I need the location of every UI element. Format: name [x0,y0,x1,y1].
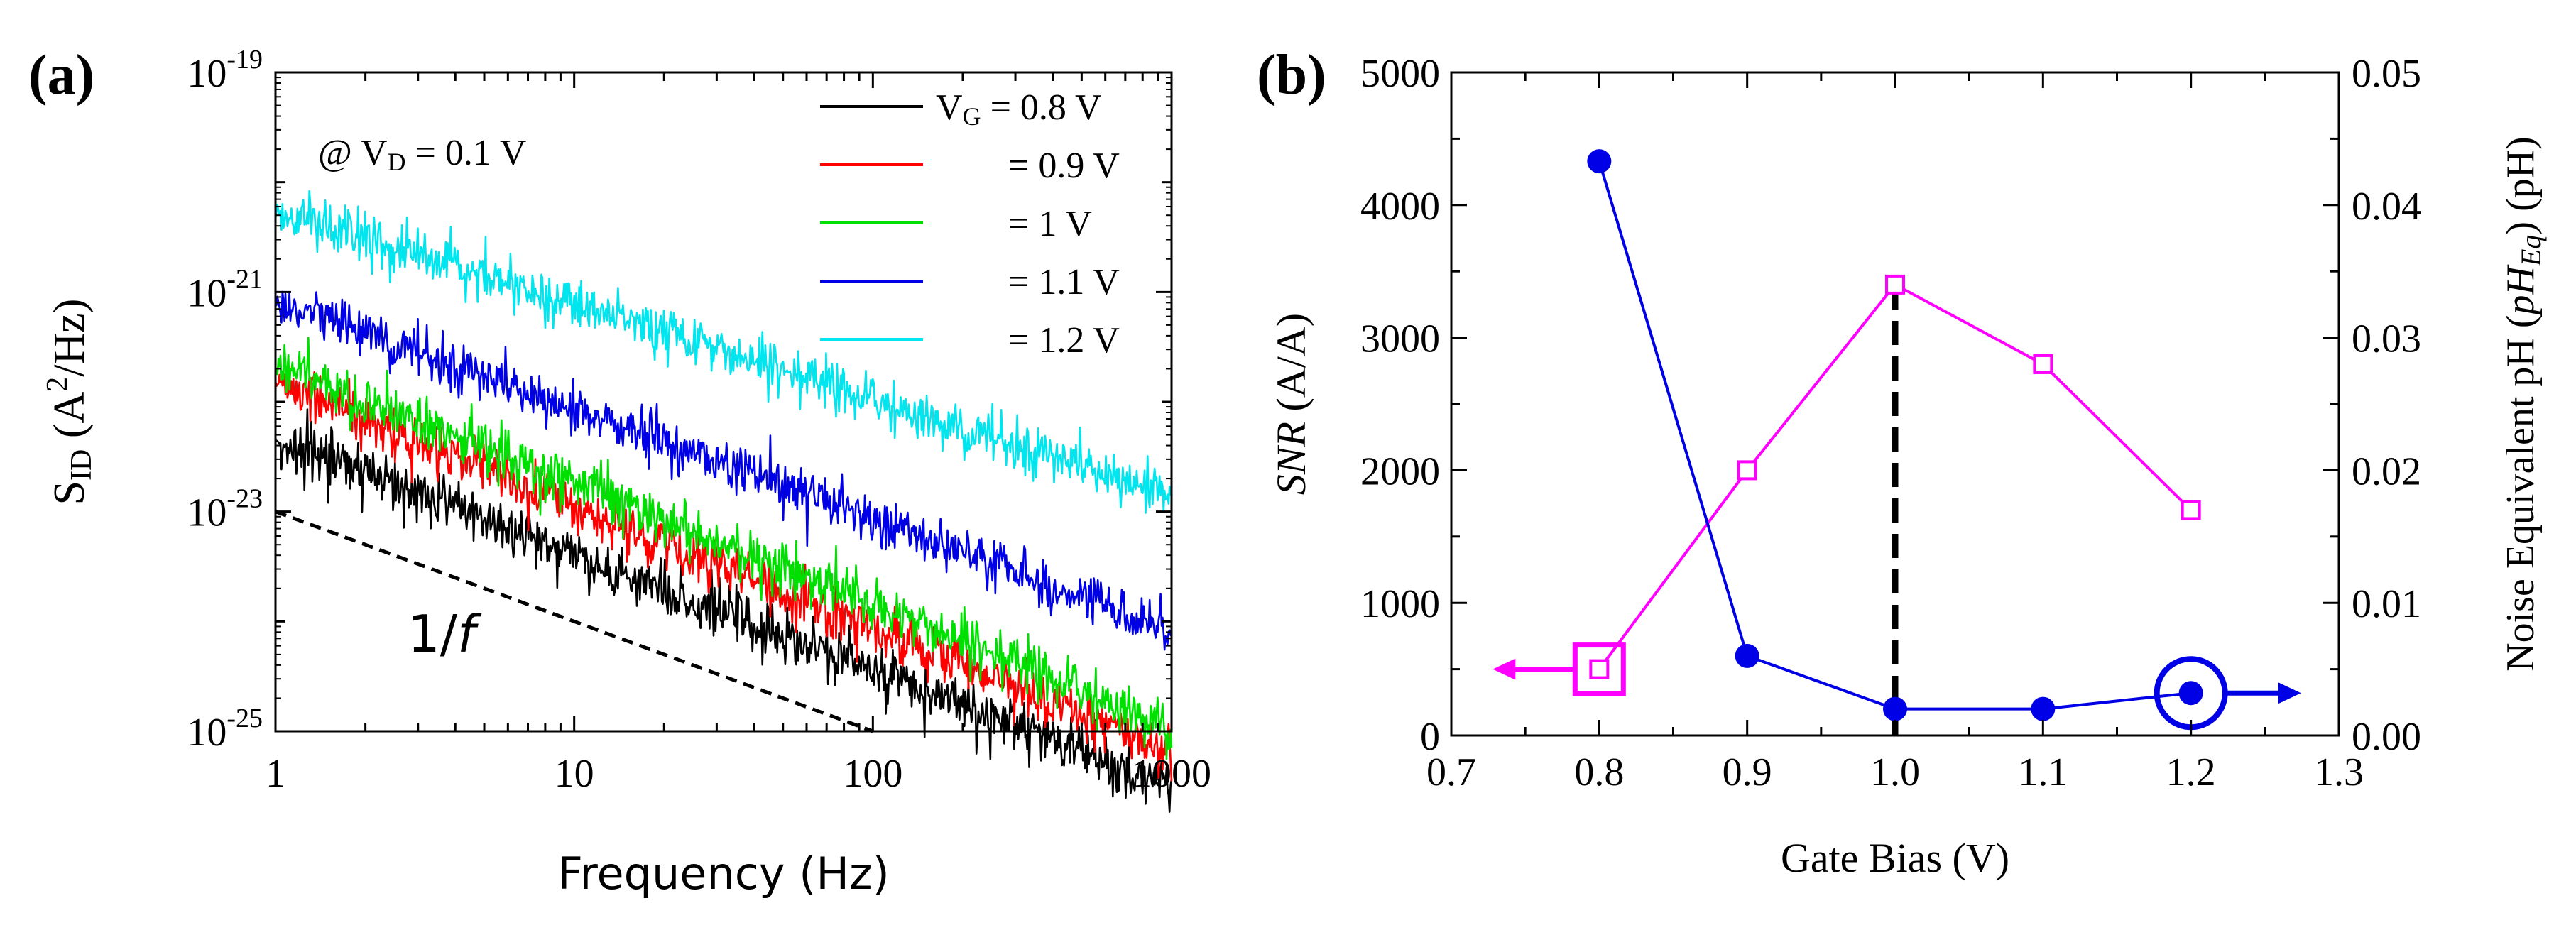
x-tick-label-1: 10 [555,752,594,796]
snr-indicator-box [1572,642,1626,696]
panel-label-a: (a) [28,44,94,106]
panel-a-axis-ticks: 1 10 100 1000 10-19 10-21 10-23 10-25 [187,45,1211,796]
x-tick-label-3: 1000 [1132,752,1211,796]
panel-b-x-axis-label: Gate Bias (V) [1781,835,2009,881]
legend-label-1v: = 1 V [1008,204,1092,244]
b-y-left-tick-label-1: 1000 [1360,582,1440,626]
b-y-right-tick-label-1: 0.01 [2352,582,2421,626]
b-x-tick-label-1: 0.8 [1574,750,1624,794]
panel-a-y-axis-label: SID (A2/Hz) [41,299,98,505]
snr-point-2 [1885,274,1905,295]
one-over-f-dashed-line [275,510,874,733]
y-tick-label-2: 10-23 [187,484,263,535]
noise-curve-0 [275,408,1173,813]
b-y-right-tick-label-5: 0.05 [2352,52,2421,96]
snr-point-1 [1737,460,1757,481]
snr-point-4 [2181,500,2201,520]
b-y-right-tick-label-3: 0.03 [2352,317,2421,361]
snr-indicator-arrowhead [1492,658,1516,680]
b-y-left-tick-label-2: 2000 [1360,449,1440,493]
panel-a-legend: VG = 0.8 V = 0.9 V = 1 V = 1.1 V = 1.2 V [820,87,1120,361]
ph-point-4 [2178,681,2203,706]
panel-b-snr-vs-gate-bias: (b) 0.7 0.8 0.9 1.0 1.1 1.2 1.3 0 1000 2000 3000 40… [1257,44,2547,881]
ph-point-2 [1883,696,1907,721]
b-y-right-tick-label-2: 0.02 [2352,449,2421,493]
panel-label-b: (b) [1257,44,1326,106]
legend-label-1-2v: = 1.2 V [1008,320,1120,361]
y-tick-label-0: 10-19 [187,45,263,96]
panel-b-left-axis-label: SNR (A/A) [1268,313,1314,495]
b-y-left-tick-label-5: 5000 [1360,52,1440,96]
b-y-right-tick-label-4: 0.04 [2352,185,2421,229]
b-x-tick-label-3: 1.0 [1870,750,1920,794]
noise-curve-1 [274,366,1173,782]
b-x-tick-label-5: 1.2 [2166,750,2216,794]
legend-label-0-9v: = 0.9 V [1008,146,1120,186]
snr-point-0 [1589,659,1610,679]
panel-b-axis-ticks: 0.7 0.8 0.9 1.0 1.1 1.2 1.3 0 1000 2000 3000 4000 50… [1360,52,2421,794]
b-y-left-tick-label-3: 3000 [1360,317,1440,361]
noise-curve-3 [274,290,1172,651]
panel-a-series-group [274,190,1173,813]
panel-a-noise-spectrum: (a) 1 10 100 1000 10-19 10-21 10-23 10-25 SID (… [28,44,1211,899]
b-x-tick-label-0: 0.7 [1426,750,1476,794]
ph-point-3 [2031,696,2056,721]
b-y-right-tick-label-0: 0.00 [2352,715,2421,759]
b-x-tick-label-2: 0.9 [1723,750,1772,794]
panel-a-one-over-f-line [275,510,874,733]
b-y-left-tick-label-4: 4000 [1360,185,1440,229]
panel-b-noise-equivalent-ph-series [1587,149,2203,721]
x-tick-label-2: 100 [843,752,902,796]
x-tick-label-0: 1 [266,752,285,796]
panel-a-drain-voltage-note: @ VD = 0.1 V [318,133,526,176]
ph-point-1 [1735,643,1759,668]
panel-a-one-over-f-label: 1/f [408,604,482,664]
noise-curve-2 [274,337,1173,760]
ph-indicator-arrowhead [2278,682,2301,704]
panel-b-snr-series [1589,274,2201,679]
legend-label-0-8v: VG = 0.8 V [936,87,1102,131]
b-x-tick-label-4: 1.1 [2018,750,2068,794]
ph-point-0 [1587,149,1612,174]
y-tick-label-1: 10-21 [187,264,263,315]
snr-point-3 [2033,354,2053,374]
b-x-tick-label-6: 1.3 [2314,750,2364,794]
panel-b-right-axis-label: Noise Equivalent pH (pHEq) (pH) [2499,136,2547,672]
noise-curve-4 [274,190,1173,514]
legend-label-1-1v: = 1.1 V [1008,262,1120,302]
panel-a-x-axis-label: Frequency (Hz) [557,848,890,899]
b-y-left-tick-label-0: 0 [1420,715,1440,759]
y-tick-label-3: 10-25 [187,704,263,755]
